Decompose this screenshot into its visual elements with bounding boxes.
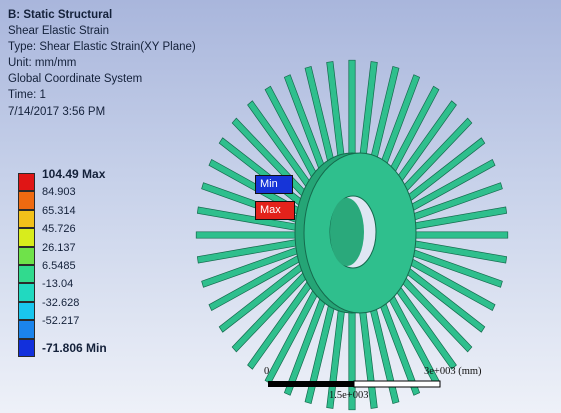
legend-label: -52.217: [42, 315, 80, 328]
scale-end-label: 3e+003 (mm): [424, 366, 482, 377]
result-info-block: B: Static Structural Shear Elastic Strai…: [8, 7, 196, 120]
radial-fins: [195, 59, 509, 411]
legend-label: 104.49 Max: [42, 167, 106, 181]
hub-ring: [294, 152, 417, 314]
legend-swatch: [18, 338, 35, 357]
result-name: Shear Elastic Strain: [8, 25, 109, 38]
legend-swatch: [18, 228, 35, 247]
legend-swatch: [18, 320, 35, 339]
legend-label: -32.628: [42, 296, 80, 309]
max-probe-label[interactable]: Max: [255, 201, 295, 220]
legend-label: 65.314: [42, 204, 76, 217]
legend-label: 26.137: [42, 241, 76, 254]
analysis-title: B: Static Structural: [8, 9, 113, 21]
legend-swatch: [18, 301, 35, 321]
scale-mid-label: 1.5e+003: [329, 390, 369, 401]
result-unit: Unit: mm/mm: [8, 57, 77, 70]
legend-swatch: [18, 283, 35, 302]
legend-swatch: [18, 173, 35, 192]
scale-start-label: 0: [264, 366, 270, 377]
min-probe-label[interactable]: Min: [255, 175, 293, 194]
timestamp: 7/14/2017 3:56 PM: [8, 105, 106, 118]
legend-label: 45.726: [42, 223, 76, 236]
result-type: Type: Shear Elastic Strain(XY Plane): [8, 41, 196, 54]
hub-bore-inner: [330, 198, 364, 266]
coordinate-system: Global Coordinate System: [8, 73, 143, 86]
result-time: Time: 1: [8, 89, 46, 102]
legend-swatch: [18, 191, 35, 210]
legend-label: -71.806 Min: [42, 340, 107, 355]
legend-label: 6.5485: [42, 260, 76, 272]
legend-swatch: [18, 209, 35, 229]
legend-label: -13.04: [42, 278, 74, 291]
legend-swatch: [18, 246, 35, 265]
legend-label: 84.903: [42, 186, 76, 199]
legend-swatch: [18, 265, 35, 284]
